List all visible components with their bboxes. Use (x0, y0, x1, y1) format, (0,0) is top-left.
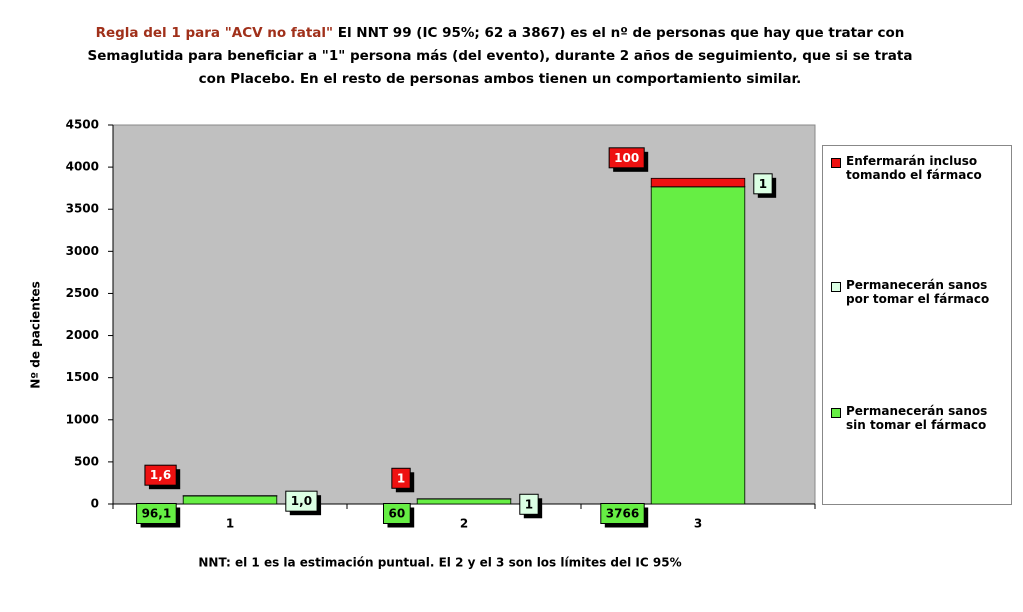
data-label-text: 1 (397, 471, 405, 485)
label-box (391, 467, 411, 489)
data-label-text: 3766 (606, 507, 639, 521)
data-label-text: 1,0 (291, 494, 312, 508)
y-tick-label: 4000 (66, 160, 99, 174)
data-label-text: 1,6 (150, 468, 171, 482)
y-tick-label: 0 (91, 497, 99, 511)
y-tick-label: 1500 (66, 370, 99, 384)
data-label: 1,0 (285, 490, 322, 516)
label-box (144, 464, 177, 486)
y-tick-label: 1000 (66, 412, 99, 426)
bar-segment (182, 495, 278, 505)
title-text: El NNT 99 (IC 95%; 62 a 3867) es el nº d… (87, 25, 913, 87)
x-tick-label: 3 (694, 517, 702, 531)
data-label: 60 (382, 503, 415, 528)
data-label-text: 100 (614, 151, 639, 165)
y-axis-label: Nº de pacientes (29, 281, 43, 389)
data-label-text: 60 (388, 507, 405, 521)
y-tick-label: 3500 (66, 202, 99, 216)
data-label-text: 1 (525, 497, 533, 511)
label-box (382, 503, 411, 524)
x-tick-label: 1 (226, 517, 234, 531)
legend-item: Permanecerán sanos sin tomar el fármaco (831, 404, 1006, 432)
legend-key (831, 408, 841, 418)
label-box (285, 490, 318, 512)
y-tick-label: 4500 (66, 118, 99, 132)
y-tick-label: 3000 (66, 244, 99, 258)
bar-segment (650, 186, 746, 505)
legend-key (831, 158, 841, 168)
data-label-text: 96,1 (142, 507, 172, 521)
data-label: 96,1 (136, 503, 181, 528)
legend-key (831, 282, 841, 292)
chart-title: Regla del 1 para "ACV no fatal" El NNT 9… (80, 22, 920, 91)
data-label-text: 1 (759, 177, 767, 191)
legend-item: Enfermarán incluso tomando el fármaco (831, 154, 1006, 182)
legend-label: Permanecerán sanos sin tomar el fármaco (846, 404, 988, 432)
data-label: 1 (391, 467, 415, 493)
legend: Enfermarán incluso tomando el fármaco Per… (822, 145, 1012, 505)
data-label: 1 (519, 493, 543, 519)
legend-item: Permanecerán sanos por tomar el fármaco (831, 278, 1006, 306)
data-label: 1 (753, 173, 777, 198)
y-tick-label: 2000 (66, 328, 99, 342)
label-box (600, 503, 645, 524)
label-box (136, 503, 177, 524)
bar-segment (416, 498, 512, 505)
y-tick-label: 2500 (66, 286, 99, 300)
x-tick-label: 2 (460, 517, 468, 531)
label-box (608, 147, 645, 169)
legend-label: Enfermarán incluso tomando el fármaco (846, 154, 982, 182)
data-label: 3766 (600, 503, 649, 528)
x-axis-label: NNT: el 1 es la estimación puntual. El 2… (198, 556, 681, 570)
title-highlight: Regla del 1 para "ACV no fatal" (95, 25, 334, 41)
label-box (519, 493, 539, 515)
data-label: 100 (608, 147, 649, 172)
data-label: 1,6 (144, 464, 181, 490)
bar-segment (650, 177, 746, 188)
label-box (753, 173, 773, 195)
legend-label: Permanecerán sanos por tomar el fármaco (846, 278, 990, 306)
y-tick-label: 500 (74, 454, 99, 468)
